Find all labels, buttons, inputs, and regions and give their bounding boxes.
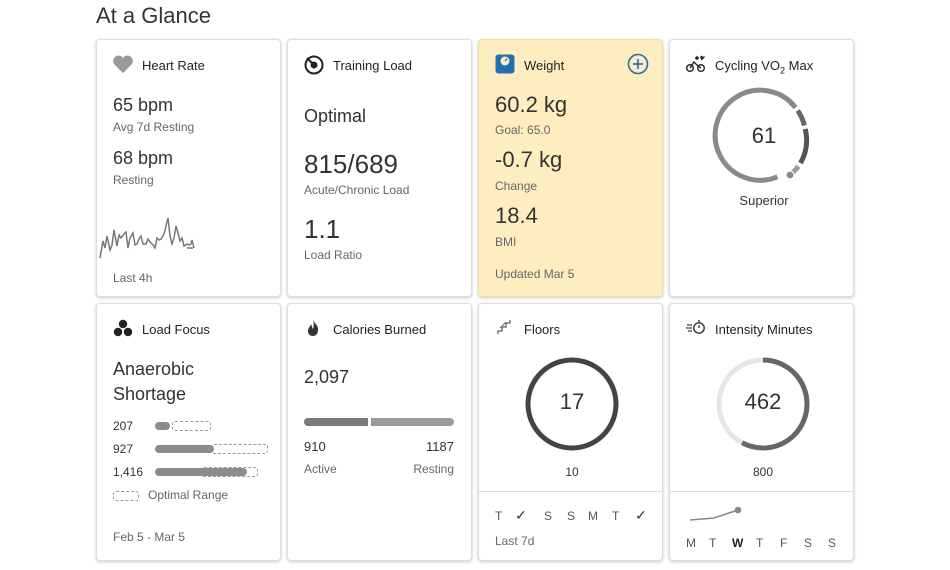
intensity-day: S (804, 536, 813, 550)
load-focus-date-range: Feb 5 - Mar 5 (113, 530, 186, 544)
card-title: Heart Rate (142, 58, 205, 73)
optimal-range-legend-swatch (113, 491, 139, 501)
weight-card[interactable]: Weight 60.2 kg Goal: 65.0 -0.7 kg Change… (478, 39, 663, 297)
acute-chronic-load-value: 815/689 (304, 149, 398, 179)
training-load-icon (303, 54, 325, 81)
load-row-label: 1,416 (113, 465, 144, 479)
load-focus-status-line2: Shortage (113, 384, 187, 404)
flame-icon (306, 319, 320, 342)
card-title: Training Load (333, 58, 413, 73)
load-focus-status-line1: Anaerobic (113, 359, 195, 379)
floors-card[interactable]: Floors 17 10 T ✓ S S M T ✓ Last 7d (478, 303, 663, 561)
training-load-card[interactable]: Training Load Optimal 815/689 Acute/Chro… (287, 39, 472, 297)
weight-value: 60.2 kg (495, 92, 568, 117)
active-calories-value: 910 (304, 439, 326, 454)
calories-bar (304, 418, 454, 426)
avg-resting-value: 65 bpm (113, 95, 174, 115)
intensity-day: T (709, 536, 717, 550)
weight-change-value: -0.7 kg (495, 147, 563, 172)
floors-goal: 10 (565, 465, 579, 479)
floors-day-2-check: ✓ (515, 507, 527, 523)
acute-chronic-load-label: Acute/Chronic Load (304, 183, 410, 197)
load-bar (155, 468, 247, 476)
vo2-gauge (712, 87, 810, 183)
calories-resting-segment (370, 418, 454, 426)
intensity-weekly-trend (689, 506, 742, 521)
cyclist-icon (686, 55, 706, 78)
stairs-icon (497, 319, 513, 340)
load-bar (155, 445, 214, 453)
load-ratio-value: 1.1 (304, 214, 341, 244)
optimal-range-box (172, 421, 211, 431)
cycling-vo2-card[interactable]: Cycling VO2 Max 61 Superior (669, 39, 854, 297)
weight-change-label: Change (495, 179, 538, 193)
floors-day-1: T (495, 509, 503, 523)
load-ratio-label: Load Ratio (304, 248, 363, 262)
optimal-range-box (211, 444, 268, 454)
floors-ring (525, 357, 619, 451)
active-calories-label: Active (304, 462, 337, 476)
calories-card[interactable]: Calories Burned 2,097 910 1187 Active Re… (287, 303, 472, 561)
sparkline-range-label: Last 4h (113, 271, 153, 285)
load-focus-icon (113, 319, 133, 342)
weight-updated: Updated Mar 5 (495, 267, 575, 281)
vo2-value: 61 (751, 123, 777, 148)
load-focus-card[interactable]: Load Focus Anaerobic Shortage 207 927 1,… (96, 303, 281, 561)
intensity-ring (716, 357, 810, 451)
floors-day-4: S (567, 509, 576, 523)
card-title-main: Cycling VO (715, 58, 781, 73)
intensity-day: M (686, 536, 696, 550)
card-divider (479, 491, 662, 492)
card-title-subscript: 2 (780, 65, 786, 76)
intensity-day: T (756, 536, 764, 550)
avg-resting-label: Avg 7d Resting (113, 120, 195, 134)
card-title-suffix: Max (785, 58, 814, 73)
card-title: Intensity Minutes (715, 322, 813, 337)
intensity-goal: 800 (752, 465, 774, 479)
card-title: Load Focus (142, 322, 210, 337)
vo2-rating: Superior (739, 193, 789, 208)
resting-value: 68 bpm (113, 148, 174, 168)
page-title: At a Glance (96, 3, 211, 28)
intensity-day: S (828, 536, 837, 550)
card-title: Cycling VO2 Max (715, 58, 813, 76)
intensity-value: 462 (744, 389, 782, 414)
resting-label: Resting (113, 173, 154, 187)
intensity-progress-arc (716, 357, 810, 451)
resting-calories-label: Resting (413, 462, 454, 476)
calories-active-segment (304, 418, 368, 426)
bmi-value: 18.4 (495, 203, 538, 228)
load-row-label: 927 (113, 442, 134, 456)
heart-rate-sparkline (99, 217, 195, 258)
floors-day-7-check: ✓ (635, 507, 647, 523)
card-title: Floors (524, 322, 561, 337)
floors-range-label: Last 7d (495, 534, 535, 548)
card-title: Calories Burned (333, 322, 427, 337)
intensity-minutes-card[interactable]: Intensity Minutes 462 800 M T W T F S S (669, 303, 854, 561)
bmi-label: BMI (495, 235, 517, 249)
card-title: Weight (524, 58, 565, 73)
heart-icon (112, 54, 134, 79)
load-row-label: 207 (113, 419, 134, 433)
training-status: Optimal (304, 106, 367, 126)
load-bar (155, 422, 170, 430)
resting-calories-value: 1187 (426, 439, 454, 454)
floors-value: 17 (559, 389, 585, 414)
optimal-range-legend-label: Optimal Range (148, 488, 229, 502)
floors-day-6: T (612, 509, 620, 523)
calories-total: 2,097 (304, 367, 350, 387)
scale-icon (494, 53, 516, 80)
floors-day-5: M (588, 509, 598, 523)
heart-rate-card[interactable]: Heart Rate 65 bpm Avg 7d Resting 68 bpm … (96, 39, 281, 297)
stopwatch-icon (686, 319, 706, 340)
weight-goal: Goal: 65.0 (495, 123, 551, 137)
card-divider (670, 491, 853, 492)
intensity-day-current: W (732, 536, 744, 550)
floors-day-3: S (544, 509, 553, 523)
add-weight-button[interactable] (627, 53, 649, 80)
intensity-day: F (780, 536, 788, 550)
